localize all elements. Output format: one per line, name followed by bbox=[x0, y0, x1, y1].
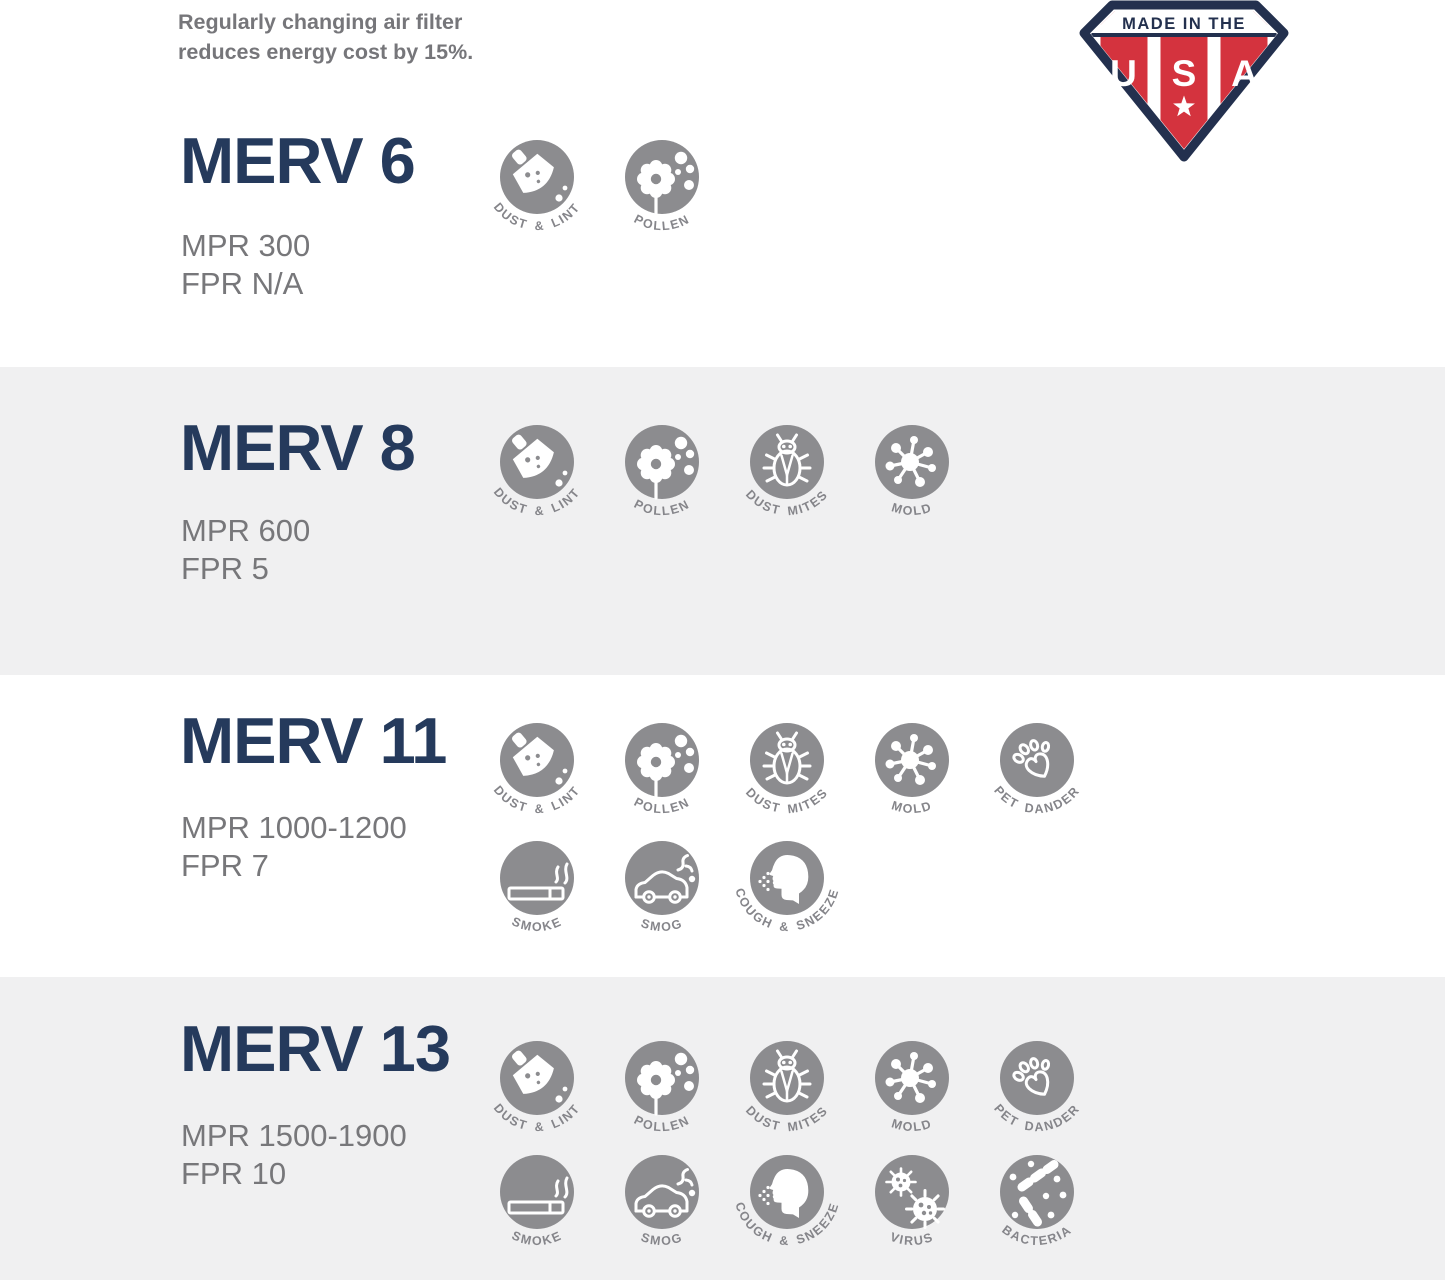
svg-text:MOLD: MOLD bbox=[890, 1116, 934, 1134]
merv-11-mpr: MPR 1000-1200 bbox=[181, 810, 407, 845]
svg-text:VIRUS: VIRUS bbox=[888, 1230, 935, 1248]
badge-letter-a: A bbox=[1231, 53, 1258, 94]
merv-8-title: MERV 8 bbox=[180, 411, 416, 484]
pollutant-mold-icon: MOLD bbox=[852, 720, 972, 832]
pollutant-dust-mites-icon: DUST MITES bbox=[727, 720, 847, 832]
pollutant-dust-lint-icon: DUST & LINT bbox=[477, 137, 597, 249]
svg-text:POLLEN: POLLEN bbox=[632, 497, 693, 518]
section-background-merv-8 bbox=[0, 367, 1445, 675]
pollutant-mold-icon: MOLD bbox=[852, 1038, 972, 1150]
pollutant-smoke-icon: SMOKE bbox=[477, 1152, 597, 1264]
svg-text:MOLD: MOLD bbox=[890, 798, 934, 816]
energy-note: Regularly changing air filter reduces en… bbox=[178, 7, 473, 67]
pollutant-cough-sneeze-icon: COUGH & SNEEZE bbox=[727, 1152, 847, 1264]
pollutant-dust-lint-icon: DUST & LINT bbox=[477, 422, 597, 534]
pollutant-bacteria-icon: BACTERIA bbox=[977, 1152, 1097, 1264]
merv-13-mpr: MPR 1500-1900 bbox=[181, 1118, 407, 1153]
pollutant-smog-icon: SMOG bbox=[602, 1152, 722, 1264]
svg-text:POLLEN: POLLEN bbox=[632, 795, 693, 816]
badge-letter-s: S bbox=[1172, 53, 1197, 94]
svg-text:POLLEN: POLLEN bbox=[632, 1113, 693, 1134]
svg-text:SMOKE: SMOKE bbox=[510, 914, 565, 934]
section-background-merv-13 bbox=[0, 977, 1445, 1280]
pollutant-mold-icon: MOLD bbox=[852, 422, 972, 534]
merv-13-title: MERV 13 bbox=[180, 1012, 451, 1085]
badge-letter-u: U bbox=[1110, 53, 1137, 94]
pollutant-pet-dander-icon: PET DANDER bbox=[977, 1038, 1097, 1150]
energy-note-line2: reduces energy cost by 15%. bbox=[178, 40, 474, 64]
pollutant-pollen-icon: POLLEN bbox=[602, 422, 722, 534]
merv-13-fpr: FPR 10 bbox=[181, 1156, 287, 1191]
merv-8-mpr: MPR 600 bbox=[181, 513, 311, 548]
pollutant-dust-mites-icon: DUST MITES bbox=[727, 422, 847, 534]
pollutant-dust-lint-icon: DUST & LINT bbox=[477, 720, 597, 832]
pollutant-dust-lint-icon: DUST & LINT bbox=[477, 1038, 597, 1150]
merv-6-mpr: MPR 300 bbox=[181, 228, 311, 263]
svg-text:SMOG: SMOG bbox=[639, 916, 685, 934]
merv-8-specs: MPR 600 FPR 5 bbox=[181, 512, 310, 588]
merv-13-specs: MPR 1500-1900 FPR 10 bbox=[181, 1117, 407, 1193]
pollutant-pollen-icon: POLLEN bbox=[602, 720, 722, 832]
svg-text:SMOG: SMOG bbox=[639, 1230, 685, 1248]
pollutant-cough-sneeze-icon: COUGH & SNEEZE bbox=[727, 838, 847, 950]
merv-11-title: MERV 11 bbox=[180, 704, 447, 777]
energy-note-line1: Regularly changing air filter bbox=[178, 10, 463, 34]
pollutant-pollen-icon: POLLEN bbox=[602, 1038, 722, 1150]
badge-made-in-the-text: MADE IN THE bbox=[1122, 15, 1246, 33]
svg-text:SMOKE: SMOKE bbox=[510, 1228, 565, 1248]
pollutant-smog-icon: SMOG bbox=[602, 838, 722, 950]
pollutant-pet-dander-icon: PET DANDER bbox=[977, 720, 1097, 832]
svg-text:POLLEN: POLLEN bbox=[632, 212, 693, 233]
merv-11-specs: MPR 1000-1200 FPR 7 bbox=[181, 809, 407, 885]
merv-6-specs: MPR 300 FPR N/A bbox=[181, 227, 310, 303]
pollutant-dust-mites-icon: DUST MITES bbox=[727, 1038, 847, 1150]
pollutant-smoke-icon: SMOKE bbox=[477, 838, 597, 950]
merv-6-title: MERV 6 bbox=[180, 124, 416, 197]
pollutant-virus-icon: VIRUS bbox=[852, 1152, 972, 1264]
made-in-usa-badge: MADE IN THE U S A bbox=[1079, 0, 1289, 162]
star-icon bbox=[1173, 95, 1195, 117]
merv-6-fpr: FPR N/A bbox=[181, 266, 304, 301]
merv-8-fpr: FPR 5 bbox=[181, 551, 269, 586]
pollutant-pollen-icon: POLLEN bbox=[602, 137, 722, 249]
svg-text:MOLD: MOLD bbox=[890, 500, 934, 518]
merv-11-fpr: FPR 7 bbox=[181, 848, 269, 883]
